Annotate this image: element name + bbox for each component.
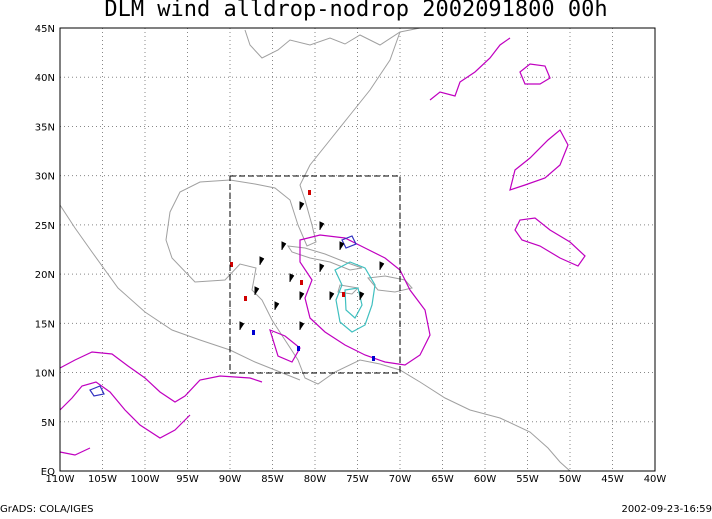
y-axis-label: 5N — [41, 418, 55, 429]
x-axis-label: 60W — [474, 474, 497, 485]
x-axis-label: 80W — [304, 474, 327, 485]
x-axis-label: 45W — [601, 474, 624, 485]
x-axis-label: 40W — [644, 474, 667, 485]
x-axis-label: 105W — [88, 474, 117, 485]
footer-right: 2002-09-23-16:59 — [621, 504, 712, 515]
x-axis-label: 50W — [559, 474, 582, 485]
x-axis-label: 85W — [261, 474, 284, 485]
axis-labels: 110W 105W 100W 95W 90W 85W 80W 75W 70W 65W 60W 55W 5… — [35, 24, 667, 485]
map-title: DLM wind alldrop-nodrop 2002091800 00h — [104, 0, 607, 22]
y-axis-label: 25N — [35, 221, 55, 232]
x-axis-label: 100W — [131, 474, 160, 485]
y-axis-label: 10N — [35, 369, 55, 380]
drop-region-box — [229, 175, 401, 374]
y-axis-label: 20N — [35, 270, 55, 281]
y-axis-label: 45N — [35, 24, 55, 35]
x-axis-label: 65W — [431, 474, 454, 485]
wind-barbs — [239, 201, 385, 330]
x-axis-label: 110W — [46, 474, 75, 485]
y-axis-label: 15N — [35, 319, 55, 330]
observation-markers — [230, 190, 375, 361]
coastlines — [59, 27, 571, 472]
x-axis-label: 90W — [219, 474, 242, 485]
y-axis-label: 35N — [35, 122, 55, 133]
y-axis-label: 30N — [35, 172, 55, 183]
map-frame — [59, 27, 656, 472]
x-axis-label: 95W — [176, 474, 199, 485]
x-axis-label: 70W — [389, 474, 412, 485]
x-axis-label: 75W — [346, 474, 369, 485]
graticule — [60, 28, 655, 471]
x-axis-label: 55W — [516, 474, 539, 485]
footer-left: GrADS: COLA/IGES — [0, 504, 94, 515]
contours — [59, 37, 586, 456]
y-axis-label: 40N — [35, 73, 55, 84]
y-axis-label: EQ — [41, 467, 55, 478]
